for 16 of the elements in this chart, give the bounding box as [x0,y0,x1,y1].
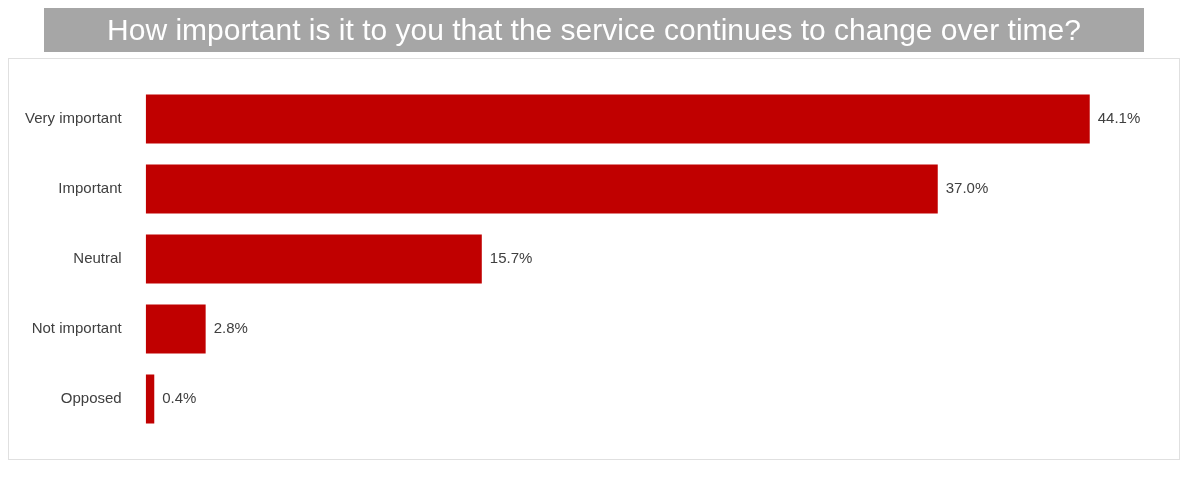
y-tick-label: Opposed [60,389,122,407]
bar [145,94,1090,144]
bar [145,304,206,354]
bar [145,234,482,284]
data-label: 2.8% [213,319,248,337]
data-label: 44.1% [1097,109,1141,127]
data-label: 0.4% [162,389,197,407]
bar [145,374,155,424]
bar [145,164,938,214]
chart-title: How important is it to you that the service continues to change over time? [44,8,1144,52]
data-label: 15.7% [489,249,533,267]
y-tick-label: Important [58,179,123,197]
y-tick-label: Neutral [73,249,122,267]
data-label: 37.0% [945,179,989,197]
y-tick-label: Not important [31,319,123,337]
y-tick-label: Very important [24,109,123,127]
